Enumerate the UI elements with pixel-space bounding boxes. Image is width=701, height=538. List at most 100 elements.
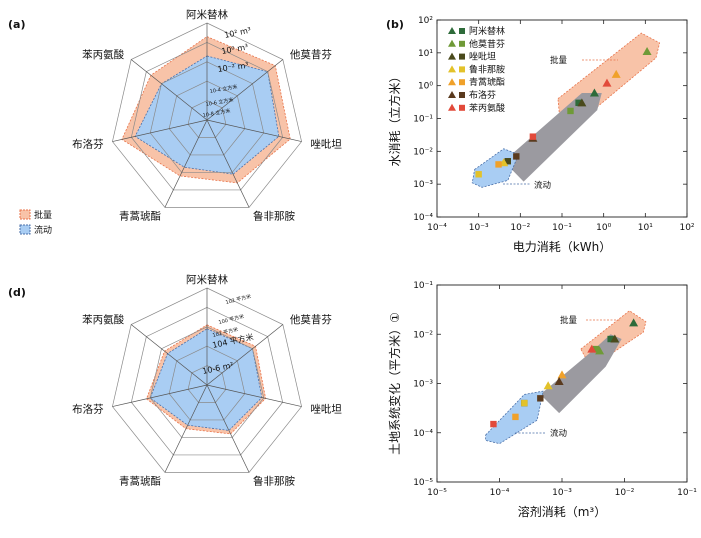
radar-ring xyxy=(130,42,284,191)
panel-label-b: (b) xyxy=(386,18,404,31)
panel-label-a: (a) xyxy=(8,18,25,31)
radar-axis-label: 唑吡坦 xyxy=(310,403,342,416)
radar-axis-label: 布洛芬 xyxy=(72,403,104,416)
legend-batch-marker xyxy=(448,65,456,73)
radar-axis-label: 阿米替林 xyxy=(186,8,228,21)
radar-axis-label: 苯丙氨酸 xyxy=(82,48,124,61)
x-tick-label: 10⁻¹ xyxy=(677,488,697,498)
radar-spoke xyxy=(206,324,284,386)
flow-point xyxy=(537,395,544,402)
radar-axis-label: 他莫昔芬 xyxy=(290,313,332,326)
x-tick-label: 10⁻³ xyxy=(552,488,572,498)
radar-axis-label: 鲁非那胺 xyxy=(253,210,295,223)
radar-axis-label: 青蒿琥酯 xyxy=(119,210,161,223)
gray-band xyxy=(503,92,602,182)
radar-axis-label: 他莫昔芬 xyxy=(290,48,332,61)
x-tick-label: 10⁻² xyxy=(615,488,635,498)
x-tick-label: 10⁰ xyxy=(596,223,611,233)
legend-flow-marker xyxy=(459,28,465,34)
legend-flow-marker xyxy=(459,40,465,47)
legend-flow-swatch xyxy=(19,224,31,235)
radar-spoke xyxy=(206,59,284,121)
scatter-chart-b: 10⁻⁴ 10⁻³ 10⁻² 10⁻¹ 10⁰ 10¹ 10² 10⁻⁴ 10⁻³ 10⁻² 10⁻… xyxy=(387,16,695,254)
x-tick-label: 10⁻⁵ xyxy=(427,488,447,498)
legend-batch-swatch xyxy=(19,209,31,220)
annotation-flow: 流动 xyxy=(550,428,568,439)
flow-point xyxy=(607,335,614,343)
radar-axis-label: 布洛芬 xyxy=(72,138,104,151)
gray-band xyxy=(540,334,622,414)
y-axis-title: 水消耗（立方米） xyxy=(387,70,402,166)
x-tick-label: 10⁻¹ xyxy=(552,223,572,233)
legend-entry: 阿米替林 xyxy=(469,25,505,37)
legend-flow-marker xyxy=(459,79,465,86)
legend-batch-marker xyxy=(448,91,456,98)
batch-point xyxy=(642,46,652,55)
x-tick-label: 10² xyxy=(679,223,694,233)
radar-spoke xyxy=(206,119,302,142)
y-tick-label: 10⁻⁴ xyxy=(413,213,433,223)
flow-point xyxy=(529,133,537,140)
radar-spoke xyxy=(164,119,208,208)
radar-spoke xyxy=(130,324,208,386)
y-tick-label: 10⁻¹ xyxy=(413,115,433,125)
radar-spoke xyxy=(164,384,208,473)
batch-point xyxy=(610,334,620,343)
flow-point xyxy=(513,153,520,160)
radar-ring xyxy=(149,61,265,173)
radar-legend: 批量 流动 xyxy=(19,209,52,236)
y-tick-label: 10⁻³ xyxy=(413,180,433,190)
y-tick-label: 10⁻⁴ xyxy=(413,429,433,439)
legend-batch-label: 批量 xyxy=(34,209,52,221)
radar-ring xyxy=(112,287,302,473)
x-tick-label: 10⁻³ xyxy=(469,223,489,233)
radar-axis-label: 唑吡坦 xyxy=(310,138,342,151)
batch-point xyxy=(602,78,612,87)
flow-point xyxy=(575,99,582,107)
annotation-batch: 批量 xyxy=(560,315,578,326)
y-tick-label: 10⁻² xyxy=(413,330,433,340)
y-tick-label: 10⁻³ xyxy=(413,380,433,390)
legend-flow-label: 流动 xyxy=(34,224,52,236)
radar-ring xyxy=(187,100,227,138)
radar-ring-label: 10-6 立方米 xyxy=(205,96,234,108)
y-tick-label: 10¹ xyxy=(418,49,433,59)
batch-point xyxy=(554,376,564,385)
annotation-batch: 批量 xyxy=(550,55,568,66)
legend-batch-marker xyxy=(448,52,456,60)
flow-point xyxy=(567,107,574,115)
annotation-flow: 流动 xyxy=(534,180,552,191)
legend-batch-marker xyxy=(448,39,456,47)
x-axis-title: 电力消耗（kWh） xyxy=(513,240,611,254)
radar-ring xyxy=(149,326,265,438)
radar-ring xyxy=(112,22,302,208)
radar-axis-label: 苯丙氨酸 xyxy=(82,313,124,326)
flow-point xyxy=(495,161,502,168)
panel-label-d: (d) xyxy=(8,286,26,299)
x-tick-label: 10¹ xyxy=(638,223,653,233)
y-tick-label: 10⁻² xyxy=(413,147,433,157)
batch-point xyxy=(587,344,597,353)
radar-ring xyxy=(168,80,246,156)
batch-point xyxy=(595,346,605,355)
flow-point xyxy=(490,420,497,428)
radar-ring xyxy=(187,365,227,403)
y-tick-label: 10⁻⁵ xyxy=(413,478,433,488)
batch-point xyxy=(557,370,567,379)
flow-band xyxy=(471,148,519,188)
radar-spoke xyxy=(206,384,302,407)
radar-axis-label: 青蒿琥酯 xyxy=(119,475,161,488)
flow-point xyxy=(475,171,482,178)
batch-point xyxy=(611,69,621,78)
radar-spoke xyxy=(206,384,250,473)
legend-entry: 唑吡坦 xyxy=(469,51,496,63)
radar-spoke xyxy=(130,59,208,121)
radar-axis-label: 阿米替林 xyxy=(186,273,228,286)
legend-flow-marker xyxy=(459,53,465,60)
radar-ring xyxy=(168,345,246,421)
x-axis-title: 溶剂消耗（m³） xyxy=(518,504,607,519)
legend-flow-marker xyxy=(459,104,465,111)
